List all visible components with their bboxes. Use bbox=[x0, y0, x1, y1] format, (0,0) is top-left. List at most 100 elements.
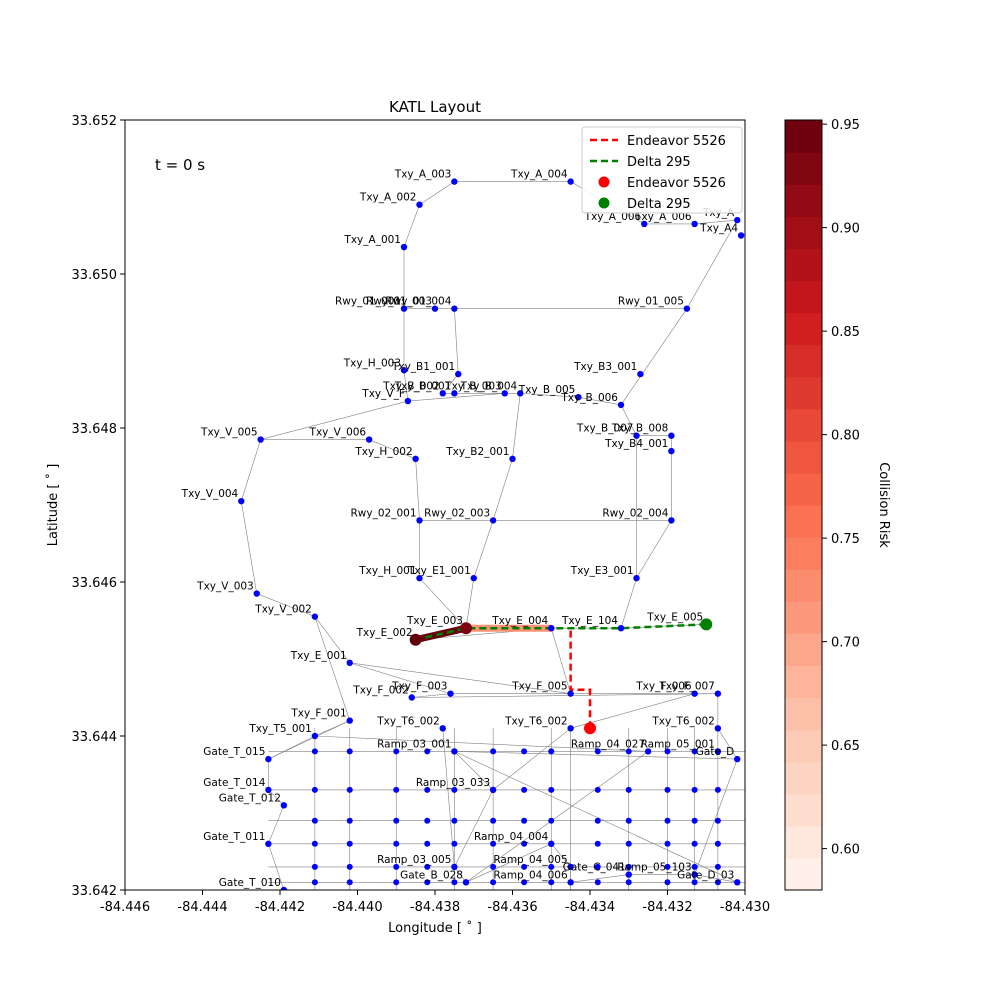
colorbar-band bbox=[785, 280, 822, 314]
graph-node bbox=[416, 574, 423, 582]
taxiway-edge bbox=[492, 728, 571, 791]
ramp-node bbox=[490, 817, 497, 824]
node-label: Txy_E3_001 bbox=[570, 565, 634, 577]
ramp-node bbox=[346, 863, 353, 870]
colorbar-band bbox=[785, 472, 822, 506]
graph-node bbox=[714, 725, 722, 732]
chart-title: KATL Layout bbox=[389, 98, 481, 116]
node-label: Rwy_02_003 bbox=[424, 507, 490, 519]
taxiway-edge bbox=[454, 789, 494, 868]
ramp-node bbox=[521, 786, 528, 793]
node-label: Gate_T_015 bbox=[203, 746, 265, 758]
colorbar-label: Collision Risk bbox=[876, 462, 891, 548]
taxiway-edge bbox=[570, 874, 629, 883]
node-label: Ramp_03_033 bbox=[416, 777, 490, 789]
colorbar-band bbox=[785, 633, 822, 667]
node-label: Txy_F_003 bbox=[391, 681, 447, 693]
taxiway-edge bbox=[403, 204, 420, 248]
node-label: Txy_V_004 bbox=[181, 488, 239, 500]
y-tick-label: 33.644 bbox=[72, 730, 118, 745]
taxiway-edge bbox=[314, 616, 351, 721]
ramp-node bbox=[451, 748, 458, 755]
node-label: Rwy_01_004 bbox=[385, 296, 451, 308]
node-label: Txy_T6_002 bbox=[376, 715, 439, 727]
ramp-node bbox=[393, 786, 400, 793]
taxiway-edge bbox=[620, 308, 688, 406]
colorbar-band bbox=[785, 376, 822, 410]
graph-node bbox=[683, 305, 691, 312]
node-label: Ramp_04_027 bbox=[571, 738, 645, 750]
graph-node bbox=[253, 590, 260, 597]
risk-marker bbox=[460, 622, 472, 635]
graph-node bbox=[400, 243, 408, 251]
node-label: Txy_A4 bbox=[699, 223, 738, 235]
taxiway-edge bbox=[465, 751, 649, 883]
node-label: Ramp_03_001 bbox=[377, 738, 451, 750]
ramp-node bbox=[521, 817, 528, 824]
x-tick-label: -84.442 bbox=[255, 900, 305, 915]
colorbar-band bbox=[785, 440, 822, 474]
aircraft-endeavor-5526 bbox=[584, 722, 596, 735]
colorbar-tick-label: 0.60 bbox=[831, 843, 860, 858]
ramp-node bbox=[346, 786, 353, 793]
colorbar-band bbox=[785, 505, 822, 538]
graph-node bbox=[641, 220, 648, 228]
taxiway-edge bbox=[454, 751, 738, 760]
graph-node bbox=[567, 690, 574, 697]
colorbar-band bbox=[785, 697, 822, 731]
colorbar-tick-label: 0.70 bbox=[831, 636, 860, 651]
ramp-node bbox=[625, 863, 632, 870]
node-label: Txy_V_006 bbox=[309, 427, 367, 439]
legend-marker-swatch bbox=[598, 197, 610, 209]
x-axis-ticks: -84.446 -84.444 -84.442 -84.440 -84.438 -84.4… bbox=[100, 890, 770, 915]
taxiway-edge bbox=[551, 843, 571, 868]
colorbar-band bbox=[785, 184, 822, 217]
ramp-node bbox=[451, 817, 458, 824]
taxiway-edge bbox=[686, 219, 738, 309]
node-label: Txy_B_007 bbox=[576, 423, 634, 435]
taxiway-edge bbox=[620, 578, 637, 629]
ramp-node bbox=[451, 879, 458, 886]
ramp-node bbox=[548, 748, 555, 755]
ramp-node bbox=[521, 748, 528, 755]
ramp-node bbox=[490, 786, 497, 793]
ramp-node bbox=[424, 817, 431, 824]
ramp-node bbox=[311, 863, 318, 870]
legend-entry-label: Endeavor 5526 bbox=[627, 176, 726, 191]
graph-node bbox=[567, 725, 574, 732]
node-label: Txy_E1_001 bbox=[407, 565, 471, 577]
node-label: Txy_F_006 bbox=[635, 681, 692, 693]
ramp-node bbox=[490, 840, 497, 847]
taxiway-edge bbox=[512, 393, 521, 459]
taxiway-edge bbox=[314, 720, 350, 737]
node-label: Txy_B2_001 bbox=[445, 446, 509, 458]
taxiway-edge bbox=[349, 662, 571, 694]
ramp-node bbox=[664, 786, 671, 793]
graph-node bbox=[265, 840, 272, 847]
node-label: Txy_E_004 bbox=[491, 615, 548, 627]
taxiway-edge bbox=[314, 735, 649, 752]
node-label: Txy_A_002 bbox=[359, 192, 417, 204]
ramp-node bbox=[714, 863, 721, 870]
ramp-node bbox=[346, 748, 353, 755]
graph-node bbox=[470, 574, 477, 582]
ramp-node bbox=[625, 840, 632, 847]
graph-node bbox=[501, 390, 508, 397]
ramp-node bbox=[714, 817, 721, 824]
taxiway-edge bbox=[520, 393, 579, 398]
colorbar-band bbox=[785, 825, 822, 859]
ramp-node bbox=[393, 817, 400, 824]
x-tick-label: -84.438 bbox=[410, 900, 460, 915]
node-label: Txy_E_002 bbox=[356, 627, 413, 639]
taxiway-edge bbox=[454, 308, 459, 375]
ramp-node bbox=[664, 748, 671, 755]
graph-node bbox=[451, 305, 458, 312]
graph-node bbox=[462, 879, 470, 886]
taxiway-edge bbox=[419, 577, 467, 629]
taxiway-edge bbox=[465, 843, 552, 883]
taxiway-edge bbox=[407, 393, 505, 402]
x-tick-label: -84.446 bbox=[100, 900, 150, 915]
taxiway-edge bbox=[314, 616, 350, 664]
node-label: Rwy_01_003 bbox=[366, 296, 432, 308]
